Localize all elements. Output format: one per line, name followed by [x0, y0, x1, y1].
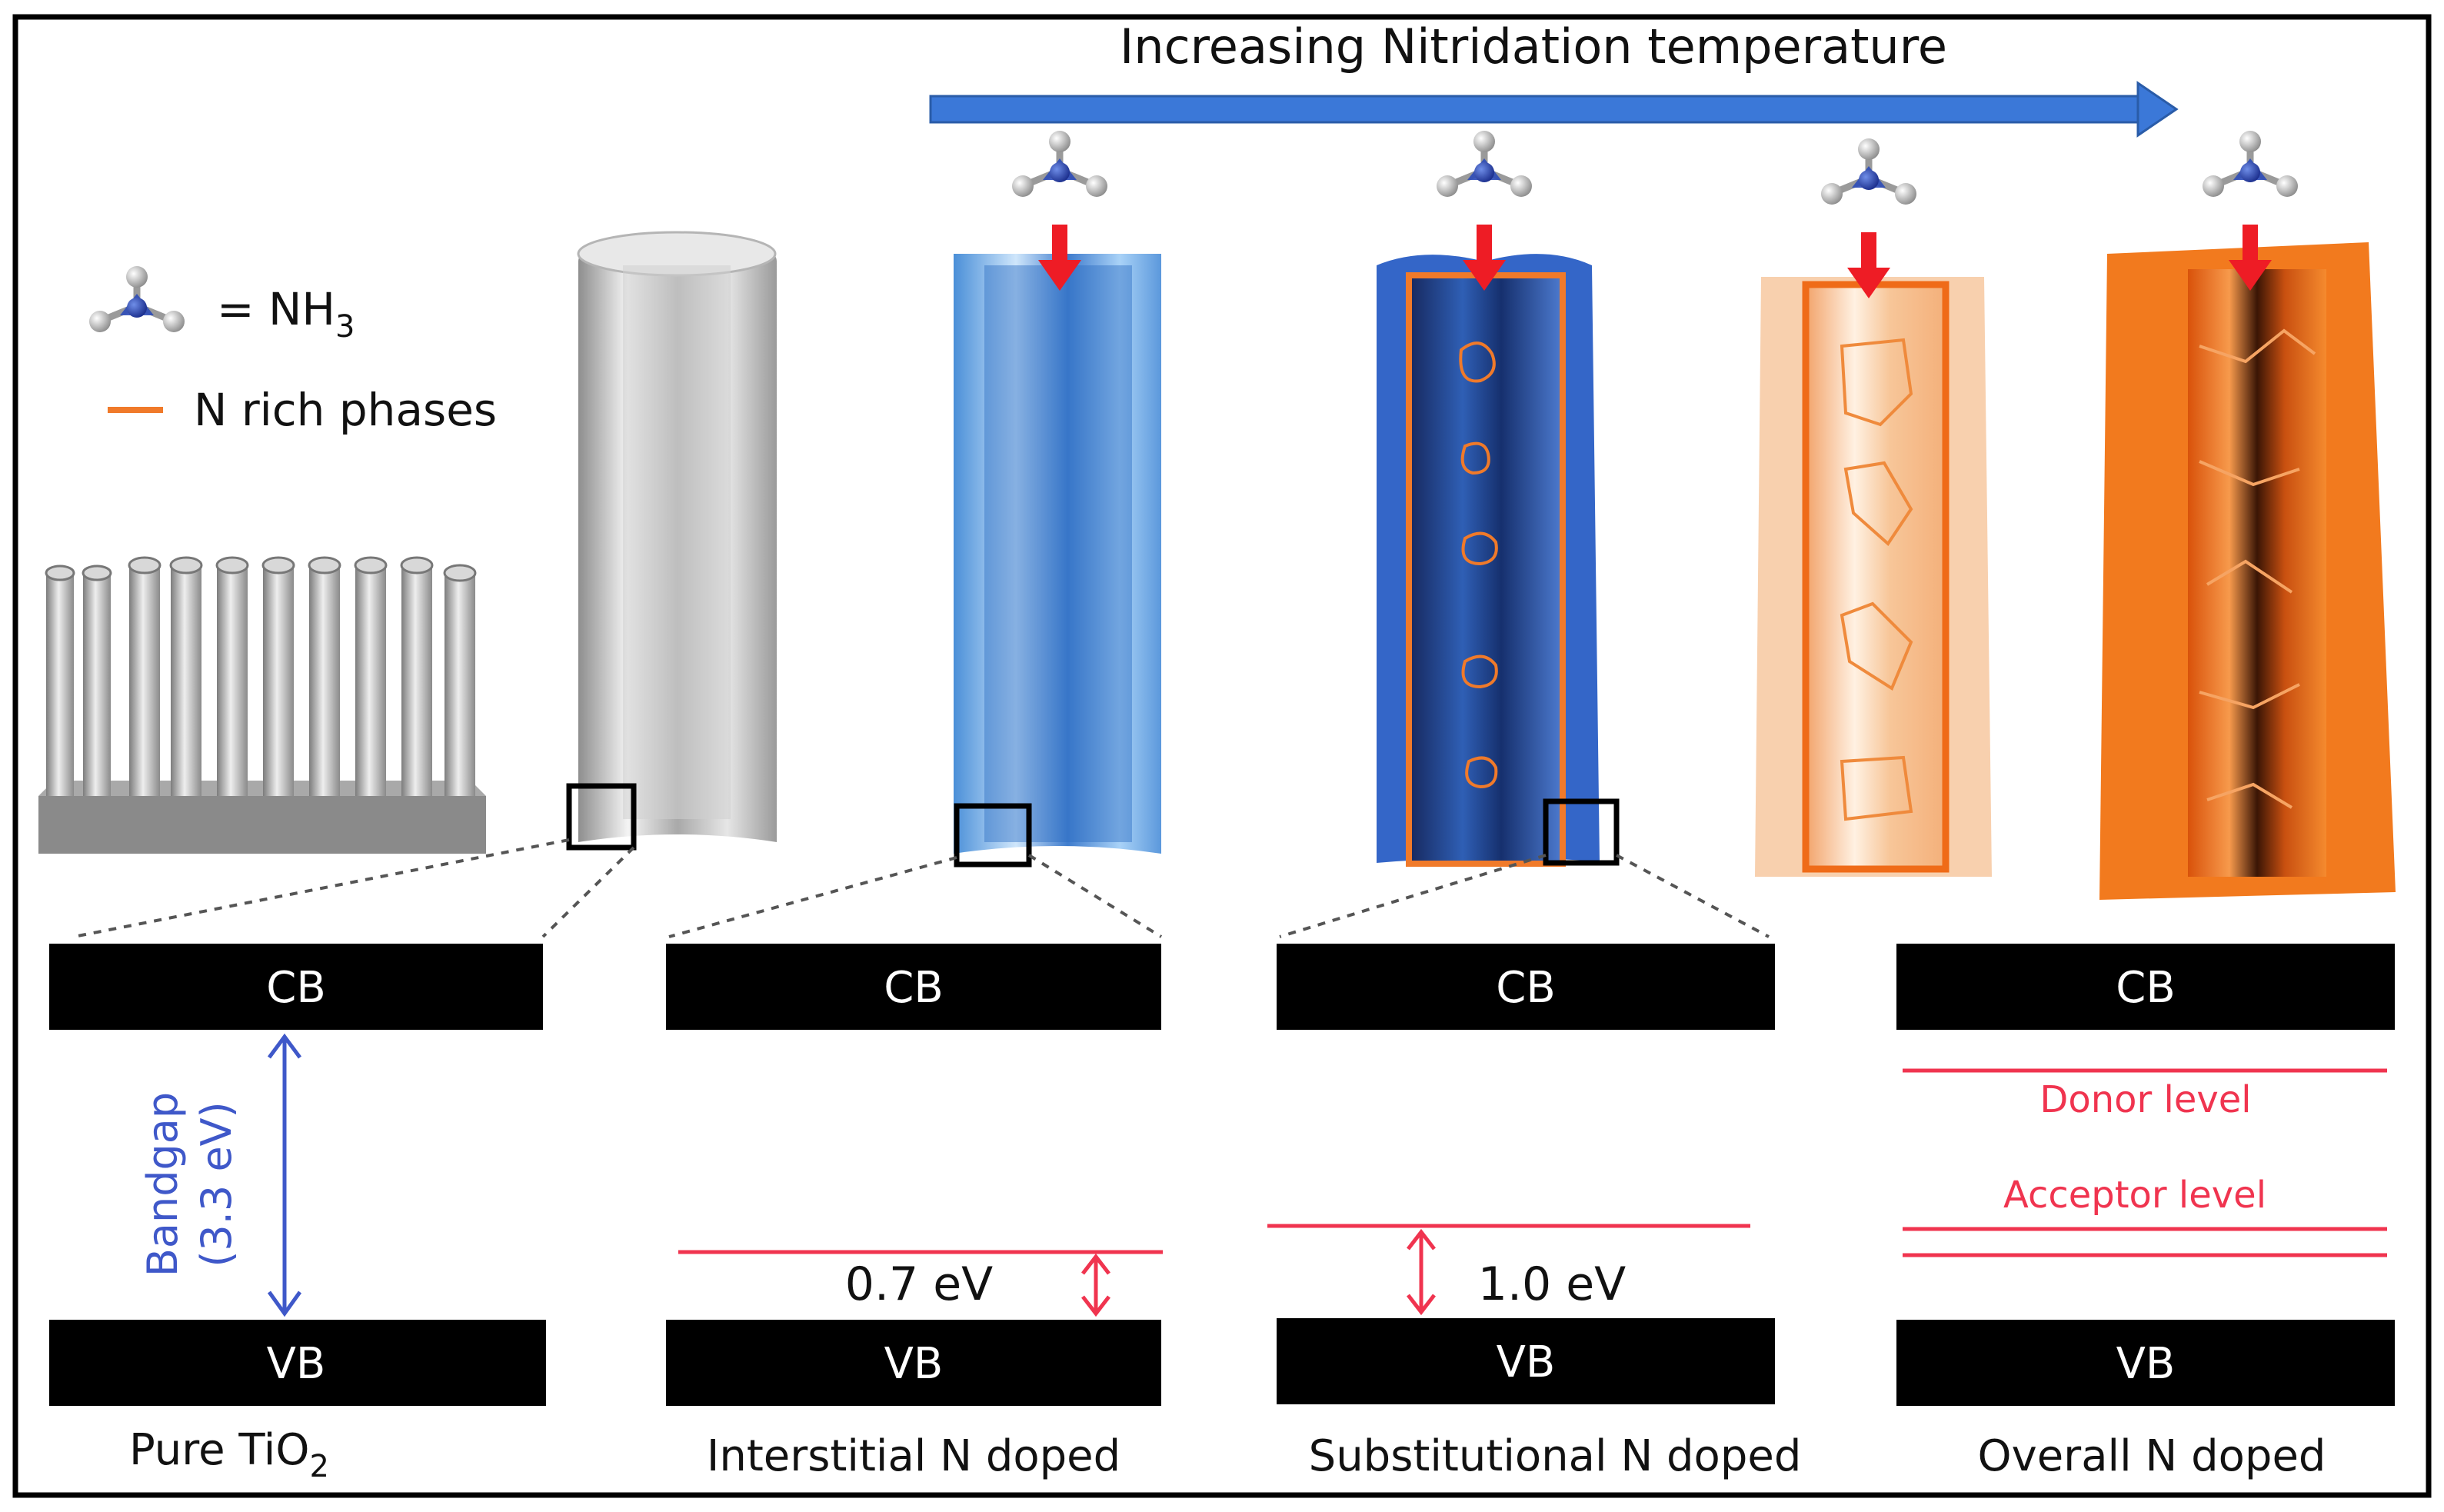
cb-bands: [49, 944, 2395, 1030]
caption-interstitial: Interstitial N doped: [707, 1431, 1120, 1481]
bandgap-label: Bandgap: [138, 1092, 187, 1277]
double-headed-arrow-icon: [1081, 1253, 1110, 1317]
zoom-box-interstitial: [954, 803, 1032, 868]
substitutional-gap-value: 1.0 eV: [1478, 1257, 1626, 1311]
cb-label-overall: CB: [2116, 963, 2176, 1013]
double-headed-arrow-icon: [1407, 1228, 1436, 1316]
donor-level-label: Donor level: [2039, 1078, 2251, 1121]
legend-nh3-label: = NH3: [217, 283, 355, 345]
vb-label-interstitial: VB: [884, 1339, 944, 1389]
caption-pure-tio2: Pure TiO2: [129, 1425, 329, 1484]
nanotube-array: [38, 556, 486, 854]
caption-overall: Overall N doped: [1978, 1431, 2326, 1481]
substitutional-tube: [1377, 131, 1620, 867]
caption-substitutional: Substitutional N doped: [1309, 1431, 1802, 1481]
nh3-molecule-icon: [2203, 131, 2298, 197]
bandgap-value: (3.3 eV): [192, 1101, 241, 1267]
cb-label-pure: CB: [266, 963, 326, 1013]
interstitial-gap-value: 0.7 eV: [845, 1257, 993, 1311]
peach-tube: [1755, 138, 1992, 877]
overall-doped-tube: [2099, 131, 2396, 900]
interstitial-tube: [954, 131, 1161, 868]
temperature-arrow: [929, 81, 2179, 138]
pure-tio2-tube: [566, 231, 777, 851]
outer-frame: [12, 14, 2432, 1498]
nh3-molecule-icon: [1012, 131, 1107, 197]
vb-label-pure: VB: [267, 1339, 326, 1389]
header-title: Increasing Nitridation temperature: [1120, 18, 1947, 75]
zoom-box-pure: [566, 783, 637, 851]
cb-label-interstitial: CB: [884, 963, 944, 1013]
cb-label-substitutional: CB: [1496, 963, 1556, 1013]
nh3-molecule-icon: [1821, 138, 1916, 205]
legend-n-rich-label: N rich phases: [194, 384, 497, 436]
zoom-connectors: [73, 838, 1770, 938]
bandgap-arrow: [267, 1033, 302, 1317]
vb-label-substitutional: VB: [1497, 1337, 1556, 1387]
vb-bands: [49, 1318, 2395, 1406]
acceptor-level-label: Acceptor level: [2003, 1174, 2266, 1217]
zoom-box-substitutional: [1543, 798, 1620, 866]
nh3-molecule-icon: [89, 266, 185, 332]
nh3-molecule-icon: [1437, 131, 1532, 197]
vb-label-overall: VB: [2116, 1339, 2176, 1389]
